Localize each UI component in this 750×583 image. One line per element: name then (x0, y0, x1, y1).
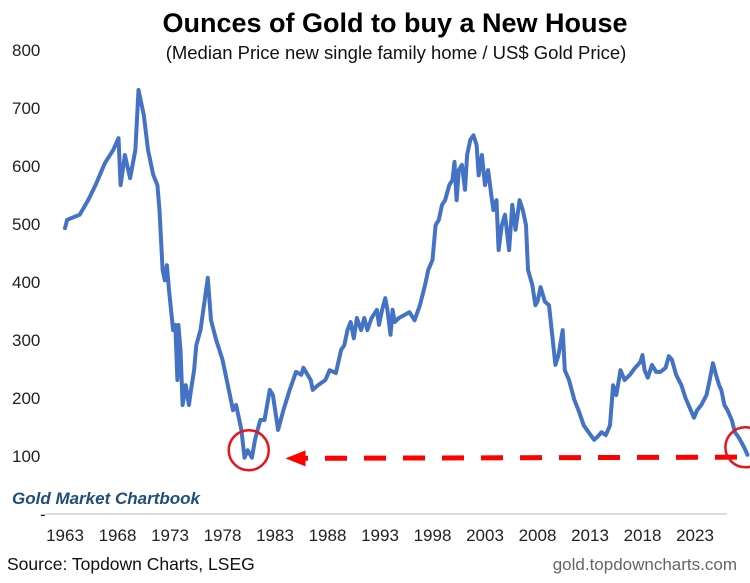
annotations (285, 450, 738, 467)
x-tick-label: 2023 (676, 526, 714, 545)
y-tick-label: 400 (12, 273, 40, 292)
x-tick-label: 2013 (571, 526, 609, 545)
x-axis: 1963 1968 1973 1978 1983 1988 1993 1998 2003 2008… (46, 526, 714, 545)
y-tick-label: 300 (12, 331, 40, 350)
y-tick-label: 200 (12, 389, 40, 408)
chart-title: Ounces of Gold to buy a New House (162, 8, 627, 38)
y-tick-label: 600 (12, 157, 40, 176)
y-tick-label: 800 (12, 41, 40, 60)
annotation-circles (227, 426, 750, 472)
source-label: Source: Topdown Charts, LSEG (7, 554, 255, 574)
y-tick-label: 700 (12, 99, 40, 118)
y-tick-label: 100 (12, 447, 40, 466)
y-axis: - 100 200 300 400 500 600 700 800 (12, 41, 46, 524)
arrow-head-icon (285, 450, 306, 467)
x-tick-label: 1968 (99, 526, 137, 545)
dashed-arrow-line (299, 454, 738, 461)
source-url: gold.topdowncharts.com (553, 555, 737, 574)
x-tick-label: 2018 (624, 526, 662, 545)
chart-subtitle: (Median Price new single family home / U… (166, 42, 627, 63)
x-tick-label: 1993 (361, 526, 399, 545)
series-line (63, 88, 750, 460)
x-tick-label: 2003 (466, 526, 504, 545)
highlight-circle (227, 428, 270, 472)
y-tick-label: 500 (12, 215, 40, 234)
x-tick-label: 1978 (204, 526, 242, 545)
x-tick-label: 1988 (309, 526, 347, 545)
x-tick-label: 1973 (151, 526, 189, 545)
x-tick-label: 1983 (256, 526, 294, 545)
x-tick-label: 2008 (519, 526, 557, 545)
chartbook-label: Gold Market Chartbook (12, 489, 202, 508)
x-tick-label: 1998 (414, 526, 452, 545)
highlight-circle (724, 426, 750, 469)
x-tick-label: 1963 (46, 526, 84, 545)
y-tick-label: - (40, 505, 46, 524)
